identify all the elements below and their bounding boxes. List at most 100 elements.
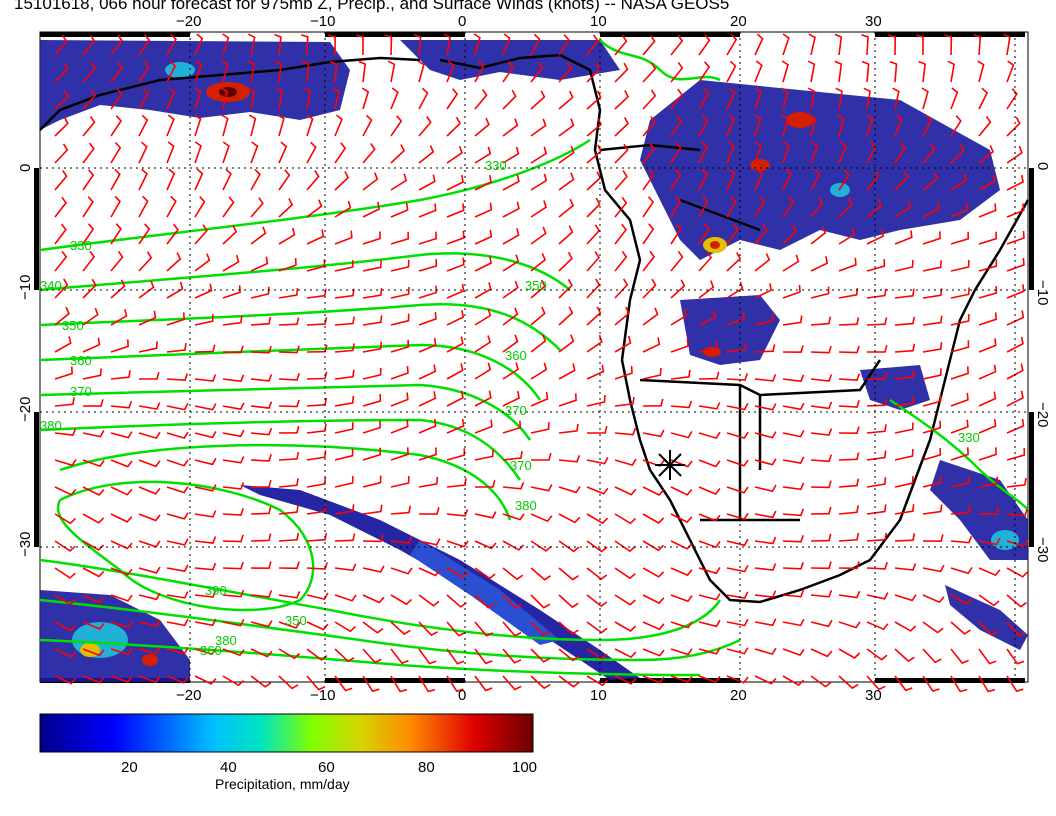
wind-barb: [530, 422, 550, 434]
wind-barb: [726, 431, 749, 440]
wind-barb: [194, 60, 203, 83]
lon-tick: 30: [865, 687, 882, 704]
wind-barb: [474, 390, 492, 407]
wind-barb: [418, 174, 436, 191]
wind-barb: [1006, 145, 1023, 164]
wind-barb: [726, 281, 744, 299]
wind-barb: [166, 195, 177, 218]
wind-barb: [138, 280, 155, 299]
wind-barb: [110, 115, 123, 137]
wind-barb: [54, 366, 73, 380]
wind-barb: [698, 371, 720, 380]
wind-barb: [782, 508, 805, 517]
wind-barb: [726, 60, 737, 83]
wind-barb: [418, 285, 438, 299]
wind-barb: [530, 452, 552, 461]
wind-barb: [502, 201, 520, 218]
wind-barb: [1006, 230, 1025, 245]
lat-tick: 0: [1034, 162, 1051, 170]
wind-barb: [362, 341, 383, 353]
wind-barb: [586, 90, 602, 110]
wind-barb: [194, 283, 213, 299]
wind-barb: [754, 313, 774, 326]
wind-barb: [978, 567, 1001, 577]
wind-barb: [110, 309, 128, 326]
wind-barb: [1006, 363, 1024, 380]
wind-barb: [810, 316, 832, 326]
wind-barb: [978, 312, 997, 326]
wind-barb: [446, 88, 459, 110]
lat-tick: −10: [1034, 280, 1051, 305]
wind-barb: [894, 170, 909, 191]
wind-barb: [558, 172, 575, 191]
wind-barb: [894, 422, 914, 434]
wind-barb: [922, 394, 942, 407]
wind-barb: [861, 34, 869, 56]
wind-barb: [82, 567, 105, 578]
wind-barb: [614, 90, 630, 110]
wind-barb: [586, 306, 602, 326]
wind-barb: [642, 459, 665, 468]
wind-barb: [922, 504, 943, 515]
wind-barb: [138, 341, 158, 353]
wind-barb: [222, 168, 232, 191]
wind-barb: [754, 224, 768, 245]
wind-barb: [418, 391, 437, 407]
wind-barb: [894, 343, 916, 353]
wind-barb: [222, 429, 245, 438]
wind-barb: [110, 647, 133, 656]
wind-barb: [248, 33, 256, 56]
contour-label: 340: [40, 278, 62, 293]
wind-barb: [303, 87, 312, 110]
wind-barb: [222, 345, 244, 354]
colorbar-title: Precipitation, mm/day: [215, 776, 350, 792]
wind-barb: [978, 203, 997, 218]
wind-barb: [950, 535, 973, 544]
wind-barb: [138, 619, 161, 628]
wind-barb: [166, 512, 189, 520]
lon-tick: −20: [176, 13, 201, 30]
wind-barb: [446, 621, 466, 637]
wind-barb: [670, 369, 691, 380]
wind-barb: [558, 675, 580, 688]
wind-barb: [194, 344, 216, 353]
wind-barb: [782, 168, 792, 191]
wind-barb: [921, 87, 929, 110]
wind-barb: [222, 675, 245, 687]
wind-barb: [390, 447, 409, 461]
wind-barb: [54, 143, 69, 164]
wind-barb: [334, 533, 356, 542]
wind-barb: [194, 647, 217, 656]
wind-barb: [1006, 203, 1025, 218]
wind-barb: [950, 419, 969, 434]
wind-barb: [754, 344, 776, 353]
wind-barb: [278, 561, 300, 570]
wind-barb: [642, 307, 659, 326]
wind-barb: [894, 230, 913, 245]
wind-barb: [614, 34, 628, 56]
wind-barb: [781, 114, 789, 137]
wind-barb: [558, 363, 576, 380]
wind-barb: [978, 594, 1000, 607]
wind-barb: [866, 259, 886, 272]
wind-barb: [278, 317, 300, 326]
wind-barb: [54, 594, 77, 606]
wind-barb: [614, 366, 633, 380]
wind-barb: [138, 486, 161, 495]
wind-barb: [950, 648, 969, 665]
wind-barb: [474, 202, 493, 218]
wind-barb: [194, 224, 208, 245]
wind-barb: [530, 226, 547, 245]
wind-barb: [614, 223, 628, 245]
wind-barb: [194, 114, 202, 137]
wind-barb: [502, 390, 520, 407]
wind-barb: [754, 484, 777, 493]
wind-barb: [642, 62, 657, 83]
wind-barb: [222, 254, 240, 272]
wind-barb: [809, 114, 817, 137]
wind-barb: [250, 648, 273, 658]
wind-barb: [922, 172, 939, 191]
wind-barb: [726, 373, 748, 381]
wind-barb: [978, 447, 997, 461]
wind-barb: [530, 61, 544, 83]
